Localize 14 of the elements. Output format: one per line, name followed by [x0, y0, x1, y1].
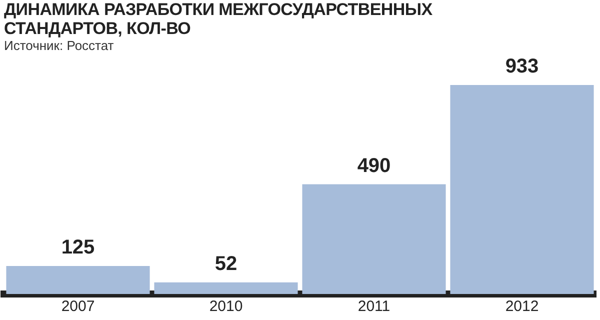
- data-label: 125: [61, 236, 95, 259]
- bar: [154, 282, 298, 294]
- x-tick-label: 2010: [209, 298, 243, 316]
- x-tick-label: 2007: [61, 298, 95, 316]
- data-label: 933: [505, 56, 539, 78]
- x-tick-label: 2012: [505, 298, 539, 316]
- chart-title: ДИНАМИКА РАЗРАБОТКИ МЕЖГОСУДАРСТВЕННЫХ СТАНДАРТОВ, КОЛ-ВО: [4, 0, 434, 38]
- text: Источник: Росстат: [4, 38, 114, 53]
- x-tick-label: 2011: [358, 298, 390, 316]
- data-label: 52: [214, 252, 238, 275]
- bar: [302, 184, 446, 294]
- data-label: 490: [357, 154, 391, 177]
- bar: [450, 85, 594, 294]
- bar: [6, 266, 150, 294]
